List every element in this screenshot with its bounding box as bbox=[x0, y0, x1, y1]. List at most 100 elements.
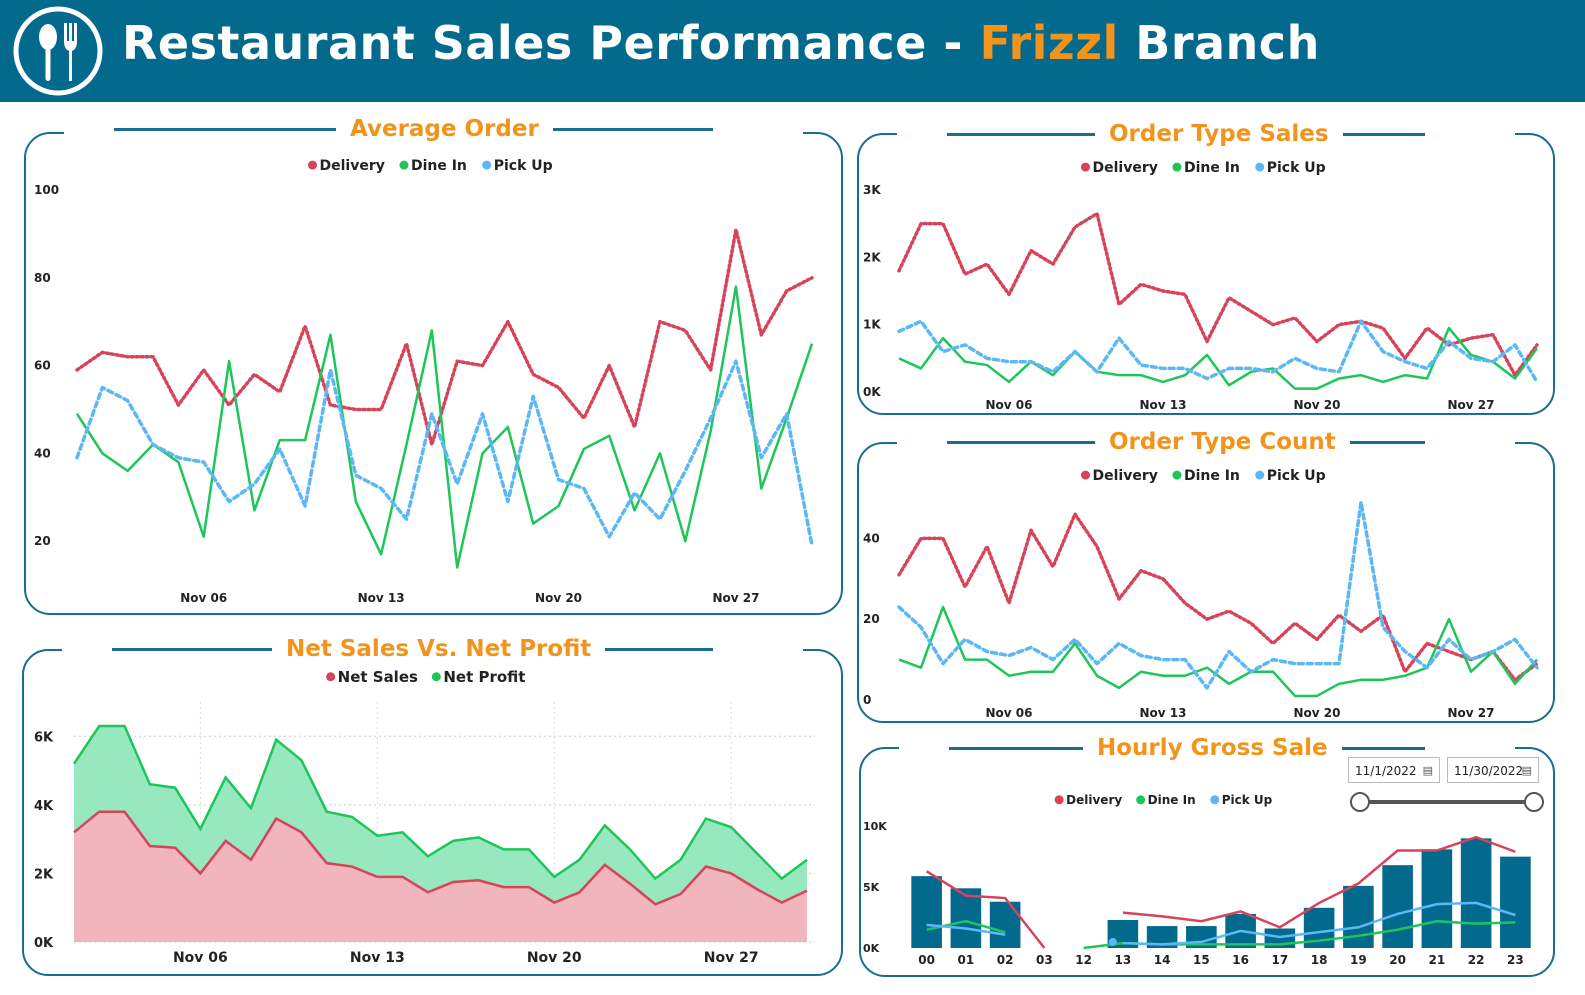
y-tick-label: 0K bbox=[863, 385, 881, 399]
hourly-gross-title: Hourly Gross Sale bbox=[1083, 735, 1342, 761]
y-tick-label: 40 bbox=[34, 446, 51, 460]
legend-label-delivery: Delivery bbox=[320, 158, 385, 174]
legend-label-dine-in: Dine In bbox=[1184, 160, 1240, 176]
hourly-line-delivery bbox=[925, 870, 1046, 949]
hourly-bar bbox=[911, 876, 942, 948]
legend-label-net-sales: Net Sales bbox=[338, 668, 418, 686]
order-type-sales-title: Order Type Sales bbox=[1095, 121, 1343, 147]
average-order-title-line-left bbox=[114, 128, 336, 131]
x-tick-label: Nov 06 bbox=[173, 950, 228, 966]
hourly-point-pick-up bbox=[1108, 937, 1117, 946]
series-line-delivery bbox=[75, 227, 814, 447]
x-tick-label: 21 bbox=[1429, 953, 1446, 967]
end-date-input[interactable]: 11/30/2022 ▤ bbox=[1447, 757, 1539, 783]
legend-dot-pick-up bbox=[1210, 795, 1220, 805]
series-line-pick-up bbox=[75, 359, 814, 548]
average-order-title-line-right bbox=[553, 128, 713, 131]
x-tick-label: 19 bbox=[1350, 953, 1367, 967]
title-prefix: Restaurant Sales Performance - bbox=[122, 16, 980, 70]
y-tick-label: 2K bbox=[34, 867, 54, 882]
x-tick-label: Nov 27 bbox=[704, 950, 759, 966]
date-slider-end-handle[interactable] bbox=[1524, 792, 1544, 812]
legend-dot-net-sales bbox=[326, 672, 336, 682]
calendar-icon[interactable]: ▤ bbox=[1521, 764, 1532, 777]
x-tick-label: Nov 20 bbox=[1294, 706, 1341, 720]
fork-spoon-icon bbox=[13, 6, 103, 96]
legend-label-pick-up: Pick Up bbox=[1267, 160, 1326, 176]
legend-dot-dine-in bbox=[1172, 470, 1182, 480]
order-type-sales-title-line-right bbox=[1343, 133, 1425, 136]
x-tick-label: Nov 13 bbox=[1140, 706, 1187, 720]
y-tick-label: 20 bbox=[34, 534, 51, 548]
net-sales-chart: Net Sales Net Profit 0K 2K 4K 6K Nov 06 Nov 13 N… bbox=[34, 668, 815, 966]
x-tick-label: 18 bbox=[1311, 953, 1328, 967]
order-type-count-title-line-left bbox=[947, 441, 1095, 444]
net-profit-line bbox=[72, 724, 808, 881]
legend-label-delivery: Delivery bbox=[1066, 793, 1122, 807]
hourly-bar bbox=[1146, 926, 1178, 948]
y-tick-label: 2K bbox=[863, 250, 881, 264]
legend-dot-delivery bbox=[308, 160, 318, 170]
x-tick-label: 01 bbox=[958, 953, 975, 967]
title-suffix: Branch bbox=[1118, 16, 1320, 70]
hourly-line-pick-up bbox=[1122, 901, 1516, 946]
x-tick-label: 23 bbox=[1507, 953, 1524, 967]
series-line-pick-up bbox=[897, 500, 1539, 690]
net-sales-title-line-right bbox=[605, 648, 713, 651]
x-tick-label: Nov 27 bbox=[1448, 706, 1495, 720]
hourly-bar bbox=[1421, 849, 1453, 948]
page-title: Restaurant Sales Performance - Frizzl Br… bbox=[122, 16, 1320, 70]
legend-label-delivery: Delivery bbox=[1093, 468, 1158, 484]
legend-dot-pick-up bbox=[482, 160, 492, 170]
start-date-input[interactable]: 11/1/2022 ▤ bbox=[1348, 757, 1440, 783]
legend-dot-delivery bbox=[1081, 162, 1091, 172]
legend-dot-dine-in bbox=[399, 160, 409, 170]
x-tick-label: Nov 06 bbox=[986, 398, 1033, 412]
y-tick-label: 3K bbox=[863, 183, 881, 197]
y-tick-label: 20 bbox=[863, 612, 880, 626]
series-line-delivery bbox=[897, 512, 1539, 682]
legend-dot-delivery bbox=[1054, 795, 1064, 805]
average-order-chart: Delivery Dine In Pick Up 20 40 60 80 100 Nov 06 N… bbox=[34, 158, 814, 605]
hourly-gross-title-line-left bbox=[949, 747, 1083, 750]
calendar-icon[interactable]: ▤ bbox=[1422, 764, 1433, 777]
end-date-value: 11/30/2022 bbox=[1454, 764, 1524, 778]
y-tick-label: 4K bbox=[34, 799, 54, 814]
y-tick-label: 10K bbox=[863, 820, 887, 833]
legend-dot-net-profit bbox=[431, 672, 441, 682]
header-bar: Restaurant Sales Performance - Frizzl Br… bbox=[0, 0, 1585, 102]
x-tick-label: Nov 06 bbox=[986, 706, 1033, 720]
x-tick-label: 16 bbox=[1232, 953, 1249, 967]
date-slider-track[interactable] bbox=[1360, 800, 1536, 804]
series-line-delivery bbox=[897, 211, 1539, 377]
x-tick-label: Nov 13 bbox=[358, 591, 405, 605]
x-tick-label: 17 bbox=[1272, 953, 1289, 967]
y-tick-label: 40 bbox=[863, 531, 880, 545]
title-accent: Frizzl bbox=[979, 16, 1119, 70]
hourly-bar bbox=[1343, 885, 1374, 948]
average-order-title: Average Order bbox=[336, 116, 553, 142]
date-slider-start-handle[interactable] bbox=[1350, 792, 1370, 812]
x-tick-label: Nov 20 bbox=[527, 950, 582, 966]
legend-label-pick-up: Pick Up bbox=[1222, 793, 1273, 807]
x-tick-label: Nov 20 bbox=[535, 591, 582, 605]
y-tick-label: 0 bbox=[863, 693, 871, 707]
hourly-line-delivery bbox=[1122, 835, 1516, 929]
x-tick-label: 13 bbox=[1115, 953, 1132, 967]
x-tick-label: 03 bbox=[1036, 953, 1053, 967]
hourly-gross-title-line-right bbox=[1342, 747, 1425, 750]
x-tick-label: 02 bbox=[997, 953, 1014, 967]
y-tick-label: 80 bbox=[34, 271, 51, 285]
legend-label-dine-in: Dine In bbox=[1148, 793, 1196, 807]
hourly-bar bbox=[989, 901, 1021, 948]
legend-label-net-profit: Net Profit bbox=[443, 668, 525, 686]
net-sales-area bbox=[74, 811, 807, 942]
x-tick-label: 20 bbox=[1389, 953, 1406, 967]
y-tick-label: 1K bbox=[863, 318, 881, 332]
x-tick-label: 12 bbox=[1075, 953, 1092, 967]
y-tick-label: 6K bbox=[34, 730, 54, 745]
legend-label-delivery: Delivery bbox=[1093, 160, 1158, 176]
x-tick-label: Nov 27 bbox=[712, 591, 759, 605]
net-sales-title-line-left bbox=[112, 648, 272, 651]
hourly-bar bbox=[1500, 856, 1531, 948]
